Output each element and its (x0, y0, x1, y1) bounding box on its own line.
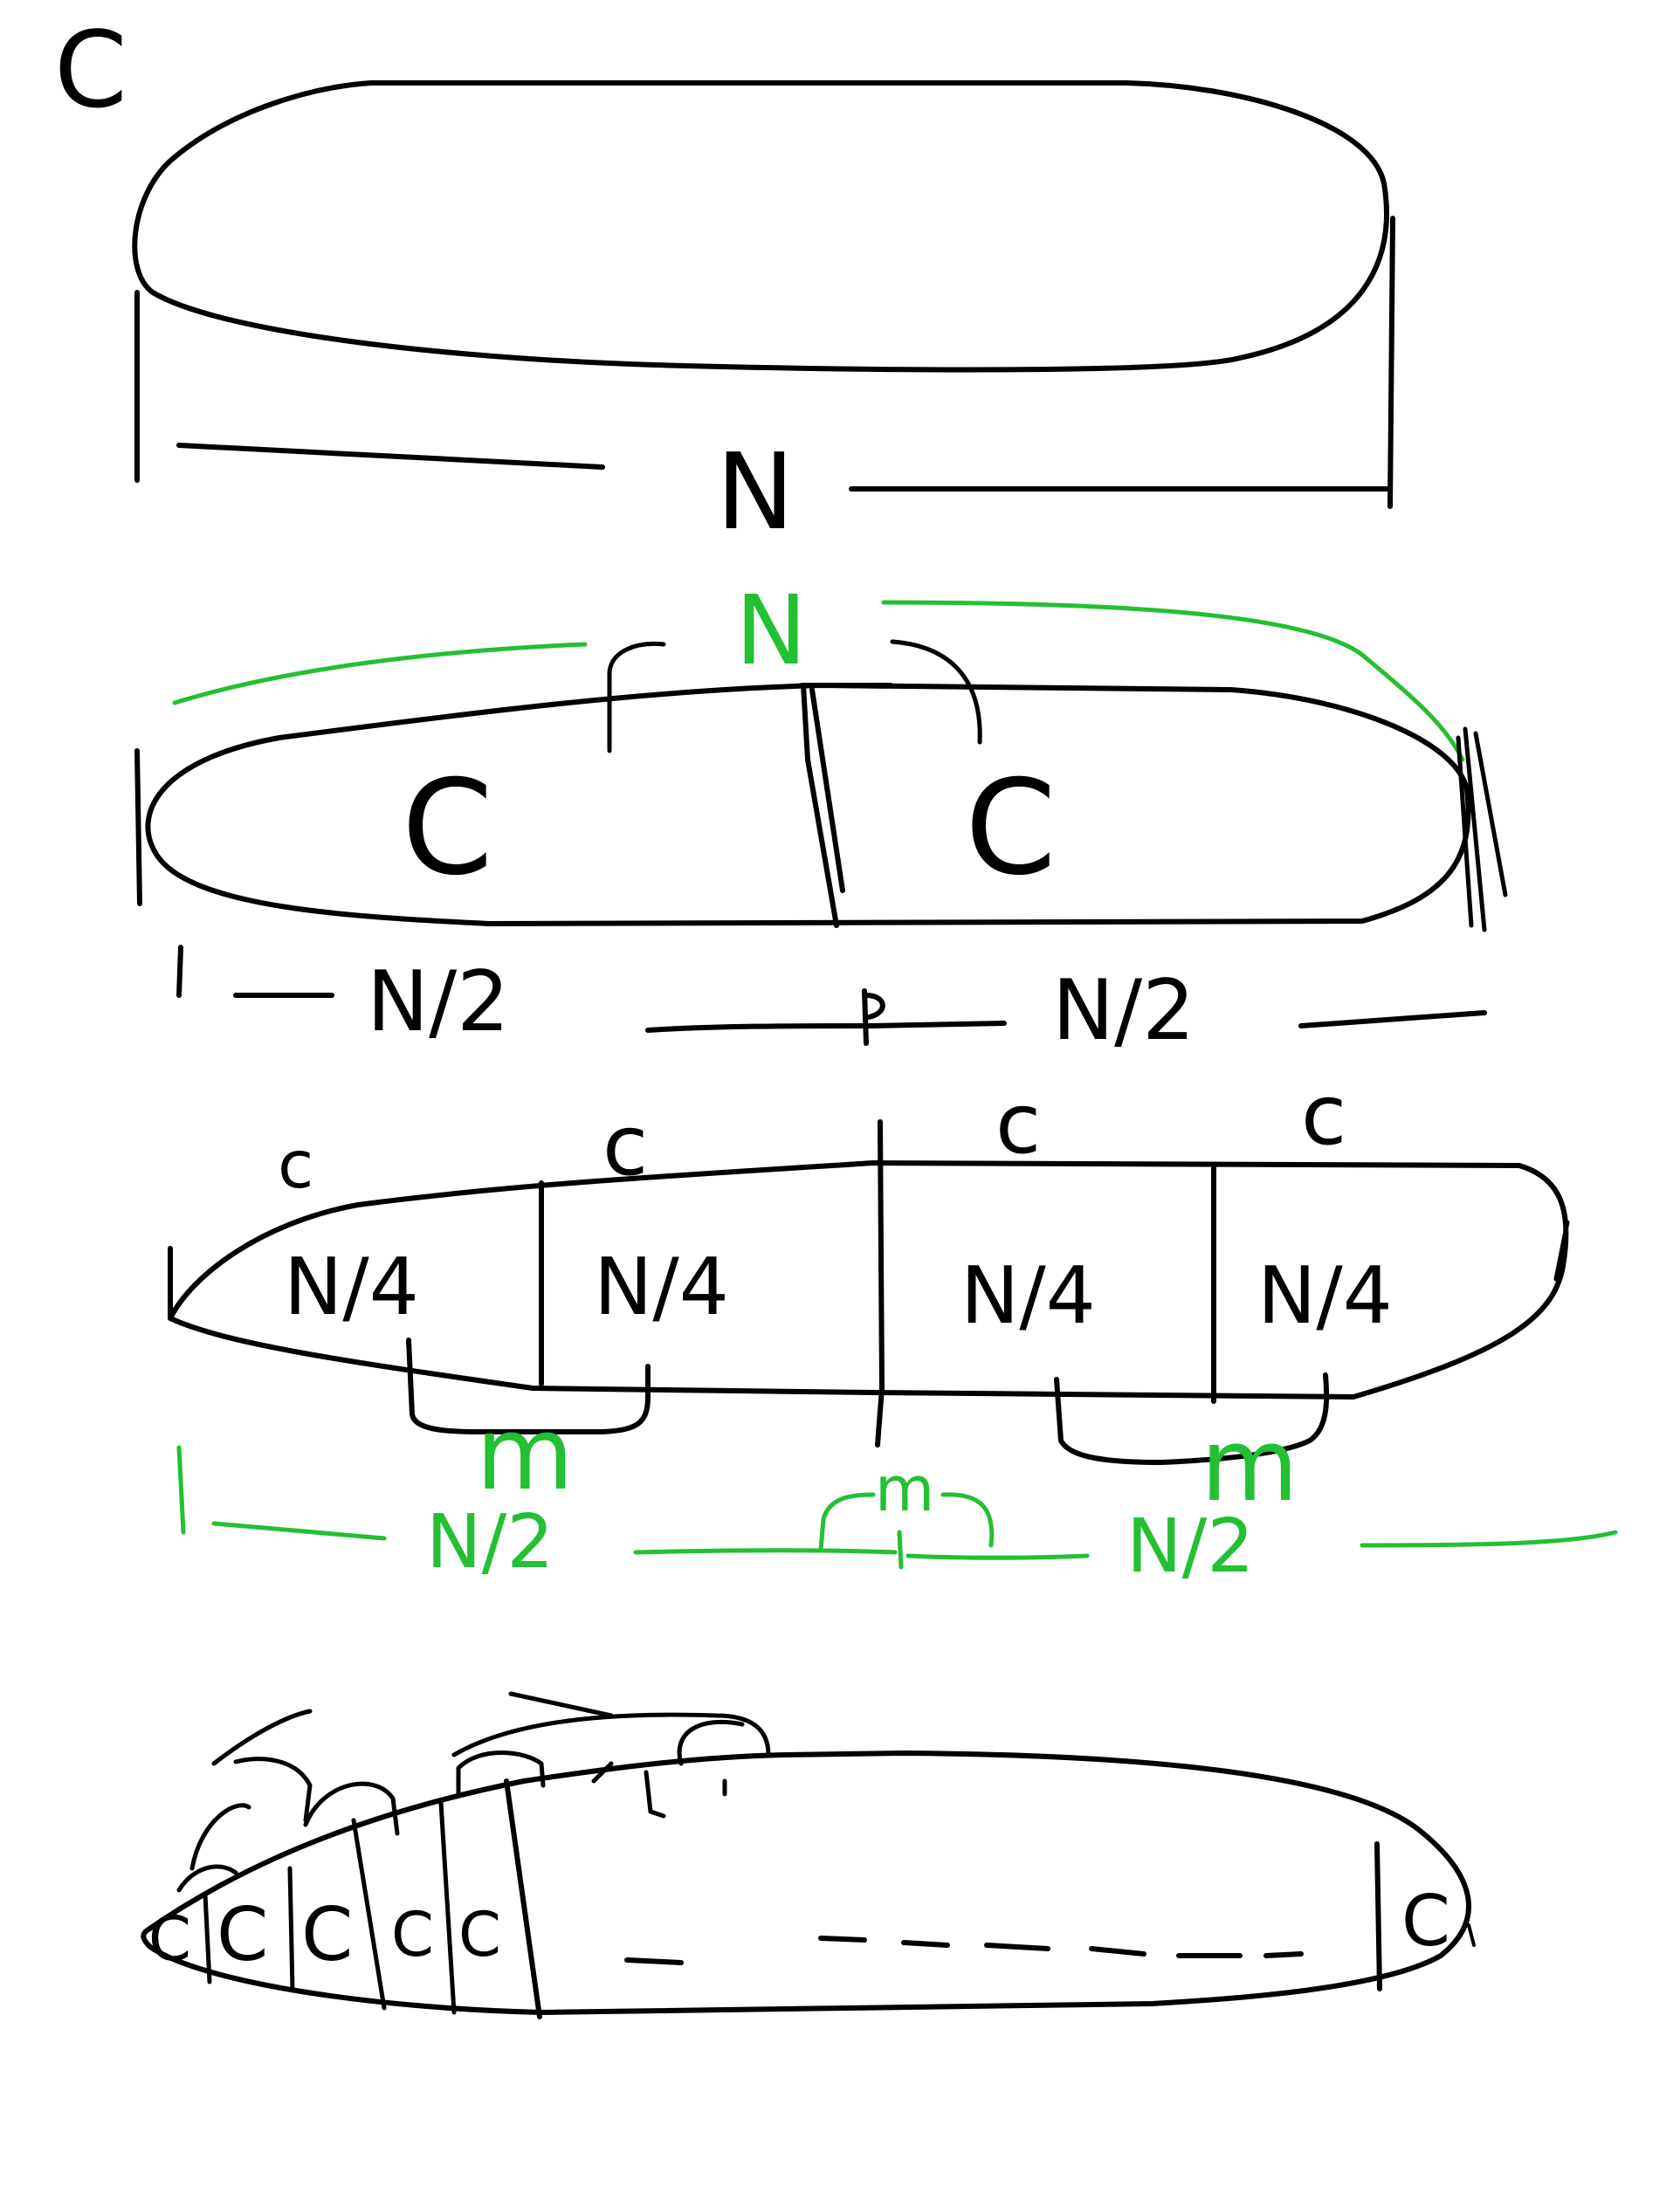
panel-2-left-bar (134, 748, 142, 906)
panel-2-top-bracket-left (607, 641, 666, 753)
panel-2-left-length-label: N/2 (367, 954, 510, 1050)
panel-3-merge-label-middle: m (875, 1454, 934, 1525)
panel-4-last-cost-label: C (1401, 1881, 1450, 1962)
panel-2-right-bar (1456, 726, 1508, 932)
panel-4-many-pieces: C C C C C C (141, 1691, 1476, 2019)
panel-3-green-length-line-right-a (905, 1553, 1090, 1560)
panel-2-left-cost-label: C (402, 753, 493, 904)
panel-4-divider-1 (203, 1892, 212, 1984)
panel-3-green-length-line-left-a (211, 1521, 387, 1541)
panel-1-length-line-left (176, 443, 605, 470)
panel-3-green-length-mid-tick (897, 1530, 904, 1570)
panel-3-segment-label-4: N/4 (1257, 1250, 1393, 1342)
panel-2-two-halves: N C C N/2 N/2 (134, 574, 1508, 1059)
panel-2-green-top-arc-right (881, 600, 1465, 762)
panel-4-divider-2 (287, 1866, 295, 1993)
panel-3-green-length-tick-left (176, 1445, 186, 1535)
panel-2-length-midpoint (862, 988, 885, 1046)
panel-3-merge-label-right: m (1201, 1407, 1298, 1524)
panel-1-cost-label: C (54, 10, 127, 132)
panel-3-merge-bracket-right (1054, 1372, 1330, 1465)
panel-3-merge-label-left: m (476, 1396, 574, 1513)
panel-2-length-tick-left (176, 945, 183, 998)
panel-2-right-cost-label: C (965, 753, 1057, 904)
panel-3-green-length-line-left-b (633, 1548, 898, 1555)
panel-2-middle-divider (799, 683, 893, 928)
panel-3-cost-label-3: c (995, 1076, 1041, 1173)
panel-4-cost-label-5: C (148, 1903, 191, 1975)
panel-3-green-length-line-right-b (1360, 1530, 1618, 1548)
panel-3-cost-label-1: c (278, 1126, 313, 1203)
panel-2-right-length-label: N/2 (1052, 963, 1195, 1059)
panel-4-last-cost-tick (1467, 1923, 1476, 1947)
panel-1-whole-problem: C N (54, 10, 1395, 554)
panel-3-right-bar (1553, 1220, 1570, 1282)
panel-3-divider-2 (875, 1119, 885, 1448)
panel-4-cost-label-2: C (301, 1892, 353, 1978)
panel-4-cost-label-1: C (217, 1892, 268, 1978)
panel-4-cost-label-4: C (458, 1899, 501, 1970)
panel-2-length-line-right-a (871, 1021, 1007, 1028)
panel-3-right-length-label: N/2 (1126, 1503, 1254, 1590)
panel-2-green-top-arc-left (172, 642, 588, 705)
panel-4-cost-label-3: C (391, 1899, 434, 1970)
panel-2-length-line-right-b (1298, 1010, 1487, 1028)
panel-4-divider-3 (351, 1818, 387, 2011)
panel-3-cost-label-4: c (1301, 1068, 1346, 1164)
panel-3-merge-bracket-left (406, 1338, 651, 1434)
panel-3-segment-label-3: N/4 (960, 1250, 1096, 1342)
panel-2-length-line-left-b (645, 1023, 876, 1033)
panel-3-segment-label-2: N/4 (594, 1241, 729, 1333)
panel-1-array-capsule (132, 80, 1389, 373)
panel-3-segment-label-1: N/4 (284, 1241, 419, 1333)
panel-3-left-length-label: N/2 (426, 1499, 554, 1585)
panel-2-top-label: N (735, 574, 807, 686)
panel-3-green-middle-bracket (818, 1492, 995, 1552)
panel-1-length-label: N (716, 432, 795, 554)
panel-4-divider-4 (438, 1800, 457, 2015)
panel-2-top-bracket-right (890, 639, 982, 745)
panel-1-length-bracket-right (1387, 216, 1395, 509)
panel-2-array-capsule (145, 683, 1471, 926)
panel-4-divider-last (1374, 1841, 1382, 1991)
panel-4-dashes (624, 1936, 1304, 1965)
panel-4-array-capsule (141, 1750, 1472, 2015)
panel-3-four-quarters: c c c c N/4 N/4 N/4 N/4 m m m N/2 N (168, 1068, 1618, 1590)
panel-4-divider-5 (504, 1778, 542, 2019)
